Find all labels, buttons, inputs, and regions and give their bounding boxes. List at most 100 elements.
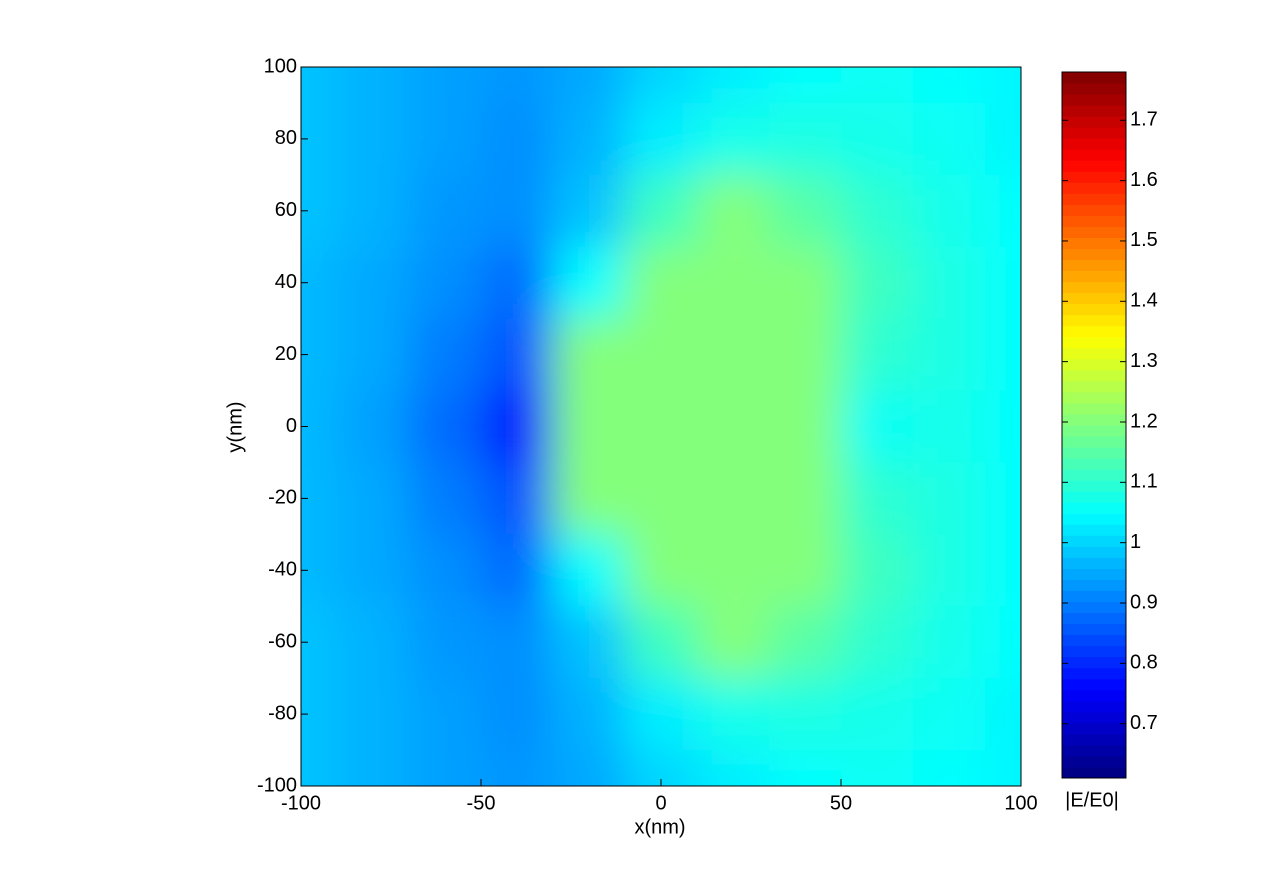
field-cell <box>841 67 913 103</box>
field-cell <box>301 606 337 679</box>
field-cell <box>481 534 553 607</box>
colorbar-swatch <box>1062 83 1126 95</box>
field-cell <box>409 462 481 535</box>
colorbar-swatch <box>1062 413 1126 426</box>
field-cell <box>769 102 841 175</box>
x-tick-label: 50 <box>830 792 852 814</box>
field-cell <box>841 174 913 247</box>
colorbar-swatch <box>1062 380 1126 393</box>
field-cell <box>769 678 841 751</box>
colorbar-frame <box>1061 71 1127 779</box>
colorbar-swatch <box>1062 72 1126 84</box>
colorbar-swatch <box>1062 369 1126 382</box>
colorbar-tick-label: 1.1 <box>1130 471 1158 493</box>
field-cell <box>697 318 769 391</box>
colorbar-swatch <box>1062 314 1126 327</box>
colorbar-swatch <box>1062 634 1126 647</box>
field-cell <box>841 318 913 391</box>
field-cell <box>481 246 553 319</box>
field-cell <box>409 750 481 786</box>
field-cell <box>841 750 913 786</box>
field-cell <box>697 174 769 247</box>
field-cell <box>337 318 409 391</box>
field-cell <box>697 102 769 175</box>
field-cell <box>409 534 481 607</box>
field-cell <box>481 102 553 175</box>
field-cell <box>409 67 481 103</box>
field-cell <box>769 246 841 319</box>
field-cell <box>985 102 1021 175</box>
field-cell <box>697 534 769 607</box>
field-cell <box>481 462 553 535</box>
field-cell <box>625 390 697 463</box>
colorbar-swatch <box>1062 248 1126 261</box>
field-cell <box>913 102 985 175</box>
field-cell <box>841 606 913 679</box>
field-cell <box>553 246 625 319</box>
colorbar-tick-label: 1 <box>1130 531 1141 553</box>
field-cell <box>409 606 481 679</box>
field-cell <box>769 606 841 679</box>
colorbar-swatch <box>1062 303 1126 316</box>
field-cell <box>481 750 553 786</box>
field-cell <box>985 174 1021 247</box>
colorbar-swatch <box>1062 491 1126 503</box>
colorbar-swatch <box>1062 215 1126 227</box>
field-cell <box>913 390 985 463</box>
colorbar-swatch <box>1062 325 1126 338</box>
field-cell <box>337 102 409 175</box>
colorbar-swatch <box>1062 678 1126 691</box>
field-cell <box>625 534 697 607</box>
field-cell <box>409 102 481 175</box>
field-cell <box>985 534 1021 607</box>
x-tick-label: 100 <box>1004 792 1037 814</box>
field-cell <box>301 318 337 391</box>
field-cell <box>625 606 697 679</box>
field-cell <box>913 462 985 535</box>
colorbar-swatch <box>1062 711 1126 724</box>
field-cell <box>625 462 697 535</box>
colorbar-swatch <box>1062 667 1126 680</box>
colorbar-swatch <box>1062 447 1126 459</box>
y-tick-label: -100 <box>257 774 297 796</box>
field-cell <box>337 750 409 786</box>
colorbar-swatch <box>1062 336 1126 349</box>
colorbar-swatch <box>1062 281 1126 294</box>
field-cell <box>553 390 625 463</box>
field-cell <box>553 750 625 786</box>
colorbar-swatch <box>1062 513 1126 525</box>
colorbar-swatch <box>1062 94 1126 106</box>
field-cell <box>337 67 409 103</box>
colorbar-swatch <box>1062 733 1126 746</box>
colorbar-tick-label: 0.9 <box>1130 591 1158 613</box>
field-cell <box>697 678 769 751</box>
field-cell <box>769 462 841 535</box>
colorbar-swatch <box>1062 204 1126 216</box>
y-axis-label: y(nm) <box>224 401 246 452</box>
colorbar-swatch <box>1062 105 1126 117</box>
field-cell <box>913 67 985 103</box>
field-cell <box>913 606 985 679</box>
field-cell <box>481 390 553 463</box>
field-cell <box>985 390 1021 463</box>
y-tick-label: 0 <box>286 415 297 437</box>
field-cell <box>913 750 985 786</box>
field-cell <box>337 534 409 607</box>
colorbar-label: |E/E0| <box>1065 789 1119 811</box>
x-axis-label: x(nm) <box>634 816 685 838</box>
colorbar-swatch <box>1062 722 1126 735</box>
field-cell <box>481 678 553 751</box>
field-cell <box>841 534 913 607</box>
colorbar-swatch <box>1062 237 1126 249</box>
colorbar-tick-label: 1.4 <box>1130 290 1158 312</box>
colorbar-swatch <box>1062 116 1126 128</box>
field-cell <box>913 534 985 607</box>
field-cell <box>301 67 337 103</box>
field-cell <box>697 750 769 786</box>
field-cell <box>409 174 481 247</box>
colorbar-swatch <box>1062 391 1126 404</box>
field-cell <box>337 390 409 463</box>
field-cell <box>337 678 409 751</box>
field-cell <box>553 462 625 535</box>
